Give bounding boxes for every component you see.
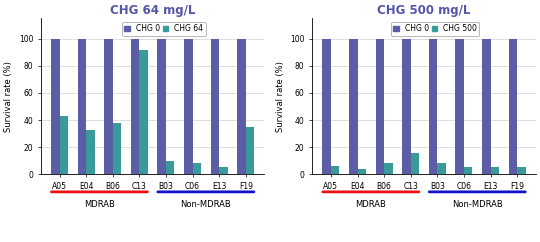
Bar: [402, 39, 411, 174]
Bar: [509, 39, 517, 174]
Title: CHG 64 mg/L: CHG 64 mg/L: [110, 4, 195, 17]
Bar: [184, 39, 193, 174]
Title: CHG 500 mg/L: CHG 500 mg/L: [377, 4, 471, 17]
Bar: [193, 163, 201, 174]
Bar: [113, 123, 122, 174]
Bar: [482, 39, 490, 174]
Bar: [517, 167, 525, 174]
Y-axis label: Survival rate (%): Survival rate (%): [275, 61, 285, 132]
Bar: [331, 166, 340, 174]
Bar: [211, 39, 219, 174]
Bar: [384, 163, 393, 174]
Bar: [237, 39, 246, 174]
Bar: [429, 39, 437, 174]
Bar: [455, 39, 464, 174]
Text: Non-MDRAB: Non-MDRAB: [180, 200, 231, 209]
Bar: [59, 116, 68, 174]
Bar: [139, 50, 148, 174]
Bar: [490, 167, 499, 174]
Bar: [78, 39, 86, 174]
Bar: [246, 127, 254, 174]
Bar: [322, 39, 331, 174]
Legend: CHG 0, CHG 500: CHG 0, CHG 500: [391, 22, 480, 36]
Bar: [166, 161, 174, 174]
Y-axis label: Survival rate (%): Survival rate (%): [4, 61, 13, 132]
Bar: [51, 39, 59, 174]
Bar: [411, 152, 419, 174]
Bar: [86, 129, 94, 174]
Text: MDRAB: MDRAB: [355, 200, 386, 209]
Bar: [131, 39, 139, 174]
Bar: [219, 167, 228, 174]
Bar: [376, 39, 384, 174]
Text: Non-MDRAB: Non-MDRAB: [452, 200, 503, 209]
Bar: [464, 167, 472, 174]
Bar: [104, 39, 113, 174]
Bar: [158, 39, 166, 174]
Bar: [349, 39, 357, 174]
Legend: CHG 0, CHG 64: CHG 0, CHG 64: [122, 22, 206, 36]
Bar: [357, 169, 366, 174]
Bar: [437, 163, 446, 174]
Text: MDRAB: MDRAB: [84, 200, 115, 209]
